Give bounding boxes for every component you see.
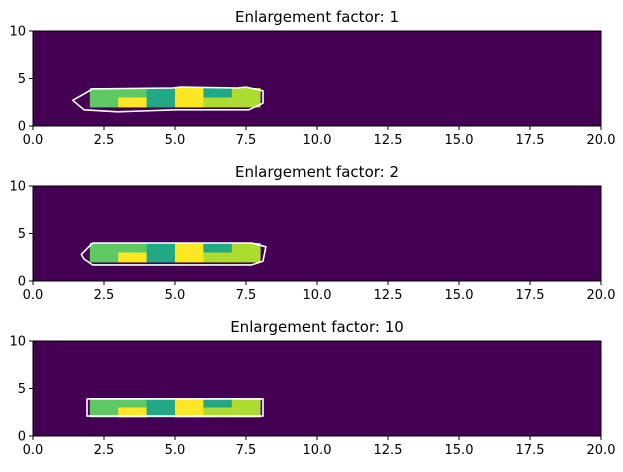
x-tick-label: 10.0 [303,443,332,458]
x-tick-label: 17.5 [516,133,545,148]
heatmap-cell [89,243,119,253]
x-tick-label: 2.5 [94,443,115,458]
y-tick-label: 10 [9,25,26,40]
x-tick-label: 5.0 [165,133,186,148]
x-tick-label: 15.0 [445,443,474,458]
heatmap-cell [175,252,204,263]
y-tick-label: 0 [18,120,26,135]
x-tick-label: 0.0 [23,443,44,458]
x-tick-label: 7.5 [236,288,257,303]
x-tick-label: 15.0 [445,133,474,148]
subplot-2: Enlargement factor: 2 0.0 2.5 5.0 7.5 10.0 12… [9,163,615,303]
x-tick-label: 5.0 [165,288,186,303]
contour-line [72,86,264,113]
y-tick-label: 5 [18,72,26,87]
x-tick-label: 12.5 [374,288,403,303]
heatmap-cell [89,97,119,108]
heatmap-cell [203,97,233,108]
subplot-title: Enlargement factor: 10 [230,318,404,336]
heatmap-cell [118,243,147,253]
x-tick-label: 0.0 [23,133,44,148]
subplot-3: Enlargement factor: 10 0.0 2.5 5.0 7.5 10.0 1… [9,318,615,458]
subplot-title: Enlargement factor: 1 [235,8,399,26]
heatmap-cell [146,97,176,108]
heatmap-cell [175,88,204,98]
x-tick-label: 20.0 [587,133,616,148]
heatmap-cell [146,88,176,98]
x-tick-label: 2.5 [94,288,115,303]
heatmap-cell [89,88,119,98]
heatmap-cell [118,252,147,263]
heatmap-cell [89,407,119,418]
y-tick-label: 0 [18,275,26,290]
heatmap-cell [146,252,176,263]
x-tick-label: 5.0 [165,443,186,458]
contour-line [86,398,264,417]
heatmap-cell [146,407,176,418]
subplot-title: Enlargement factor: 2 [235,163,399,181]
x-tick-label: 15.0 [445,288,474,303]
heatmap-cell [231,252,261,263]
heatmap-cell [203,407,233,418]
y-tick-label: 10 [9,180,26,195]
y-tick-label: 10 [9,335,26,350]
plot-area [33,186,601,281]
x-tick-label: 12.5 [374,133,403,148]
x-tick-label: 17.5 [516,443,545,458]
heatmap-cell [118,97,147,108]
x-tick-label: 20.0 [587,288,616,303]
x-tick-label: 7.5 [236,133,257,148]
plot-area [33,341,601,436]
y-tick-label: 5 [18,382,26,397]
x-tick-label: 20.0 [587,443,616,458]
heatmap-cell [231,97,261,108]
heatmap-cell [89,398,119,408]
heatmap-cell [146,398,176,408]
heatmap-cell [118,398,147,408]
heatmap-cell [89,252,119,263]
heatmap-cell [203,88,233,98]
contour-line [80,242,267,266]
heatmap-cell [203,398,233,408]
x-tick-label: 0.0 [23,288,44,303]
heatmap-cell [175,97,204,108]
heatmap-cell [146,243,176,253]
heatmap-cell [175,398,204,408]
x-tick-label: 10.0 [303,133,332,148]
subplot-1: Enlargement factor: 1 0.0 2.5 5.0 7.5 10.0 12… [9,8,615,148]
heatmap-cell [175,243,204,253]
x-tick-label: 7.5 [236,443,257,458]
heatmap-cell [231,407,261,418]
x-tick-label: 17.5 [516,288,545,303]
x-tick-label: 10.0 [303,288,332,303]
y-tick-label: 0 [18,430,26,445]
heatmap-cell [231,88,261,98]
x-tick-label: 2.5 [94,133,115,148]
heatmap-cell [118,407,147,418]
heatmap-cell [231,243,261,253]
heatmap-cell [118,88,147,98]
plot-area [33,31,601,126]
heatmap-cell [203,243,233,253]
heatmap-cell [175,407,204,418]
heatmap-cell [203,252,233,263]
y-tick-label: 5 [18,227,26,242]
x-tick-label: 12.5 [374,443,403,458]
heatmap-cell [231,398,261,408]
